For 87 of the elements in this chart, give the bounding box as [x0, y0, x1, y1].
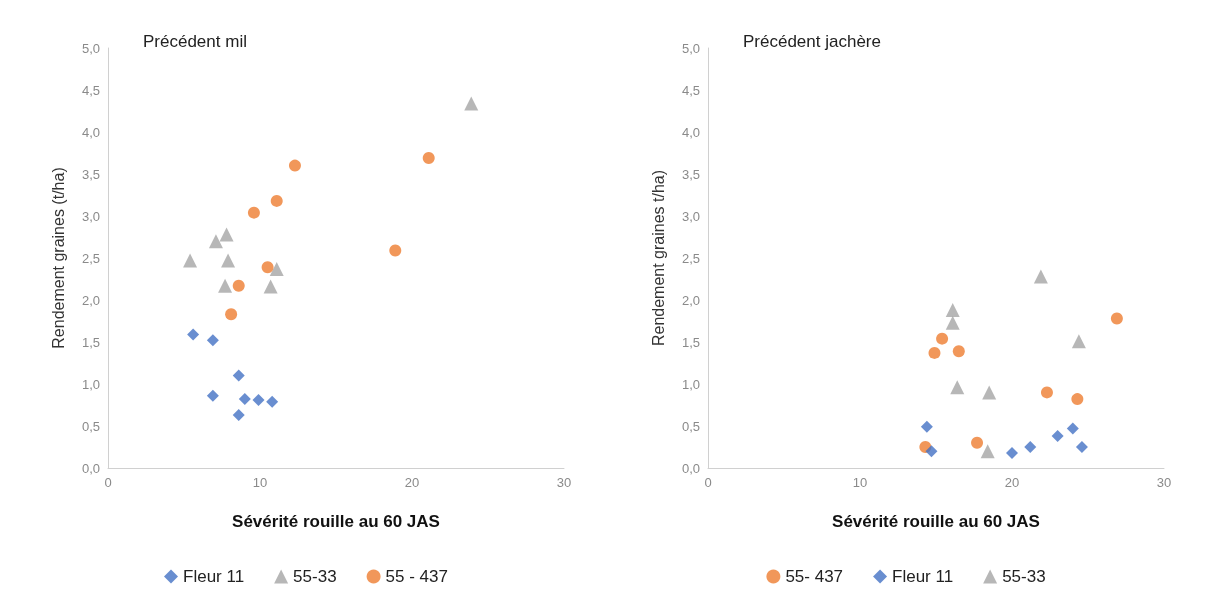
y-tick-label: 5,0 — [81, 40, 100, 56]
y-tick-label: 4,5 — [681, 82, 700, 98]
x-tick-label: 0 — [104, 475, 112, 490]
x-tick-label: 0 — [704, 475, 712, 490]
y-tick-label: 2,0 — [81, 292, 100, 308]
point — [945, 315, 960, 330]
legend-label: 55- 437 — [785, 567, 844, 586]
point — [187, 328, 200, 341]
y-tick-label: 1,5 — [681, 334, 700, 350]
point — [1075, 441, 1088, 453]
point — [1071, 334, 1086, 349]
y-tick-label: 1,0 — [681, 376, 700, 392]
point — [928, 346, 941, 359]
point — [925, 445, 938, 458]
point — [1071, 393, 1084, 406]
y-tick-label: 3,5 — [81, 166, 100, 182]
x-tick-label: 30 — [1156, 475, 1172, 490]
y-tick-label: 0,5 — [681, 418, 700, 434]
point — [288, 159, 301, 172]
point — [183, 253, 198, 268]
point — [920, 420, 933, 433]
point — [225, 308, 238, 321]
point — [1110, 312, 1123, 325]
point — [232, 369, 245, 382]
point — [252, 393, 265, 406]
x-tick-label: 20 — [1004, 475, 1020, 490]
point — [261, 261, 274, 274]
y-tick-label: 4,5 — [81, 82, 100, 98]
point — [263, 279, 278, 294]
point — [1024, 441, 1037, 453]
point — [1066, 422, 1079, 435]
point — [208, 234, 223, 249]
point — [952, 345, 965, 358]
point — [1051, 430, 1064, 443]
y-tick-label: 3,0 — [81, 208, 100, 224]
point — [219, 227, 234, 242]
point — [945, 303, 960, 318]
y-axis-title: Rendement graines t/ha) — [649, 169, 667, 347]
y-tick-label: 0,0 — [681, 460, 700, 476]
y-axis-title: Rendement graines (t/ha) — [49, 167, 67, 349]
y-tick-label: 2,0 — [681, 292, 700, 308]
y-tick-label: 2,5 — [81, 250, 100, 266]
legend-label: Fleur 11 — [183, 567, 245, 586]
point — [389, 244, 402, 257]
point — [247, 206, 260, 219]
point — [982, 385, 997, 400]
point — [270, 194, 283, 207]
point — [232, 409, 245, 422]
point — [221, 253, 236, 268]
x-tick-label: 30 — [556, 475, 572, 490]
point — [218, 278, 233, 293]
y-tick-label: 4,0 — [81, 124, 100, 140]
x-axis-title: Sévérité rouille au 60 JAS — [832, 512, 1040, 531]
point — [269, 261, 284, 276]
point — [980, 444, 995, 459]
point — [464, 96, 479, 111]
y-tick-label: 1,5 — [81, 334, 100, 350]
point — [950, 380, 965, 395]
x-tick-label: 10 — [852, 475, 868, 490]
y-tick-label: 0,5 — [81, 418, 100, 434]
point — [936, 332, 949, 345]
point — [1006, 446, 1018, 459]
point — [266, 395, 279, 408]
y-tick-label: 5,0 — [681, 40, 700, 56]
legend-label: 55-33 — [1002, 567, 1046, 586]
legend-label: Fleur 11 — [892, 567, 954, 586]
point — [206, 334, 219, 347]
chart-title: Précédent jachère — [743, 32, 881, 51]
legend-label: 55-33 — [293, 567, 337, 586]
point — [971, 436, 984, 449]
y-tick-label: 1,0 — [81, 376, 100, 392]
point — [232, 279, 245, 292]
y-tick-label: 3,0 — [681, 208, 700, 224]
y-tick-label: 2,5 — [681, 250, 700, 266]
point — [1040, 386, 1053, 399]
x-tick-label: 20 — [404, 475, 420, 490]
legend-label: 55 - 437 — [385, 567, 448, 586]
point — [1033, 269, 1048, 284]
y-tick-label: 0,0 — [81, 460, 100, 476]
y-tick-label: 4,0 — [681, 124, 700, 140]
point — [238, 393, 251, 406]
point — [422, 152, 435, 165]
point — [206, 389, 219, 402]
x-axis-title: Sévérité rouille au 60 JAS — [232, 512, 440, 531]
chart-title: Précédent mil — [143, 32, 247, 51]
x-tick-label: 10 — [252, 475, 268, 490]
y-tick-label: 3,5 — [681, 166, 700, 182]
